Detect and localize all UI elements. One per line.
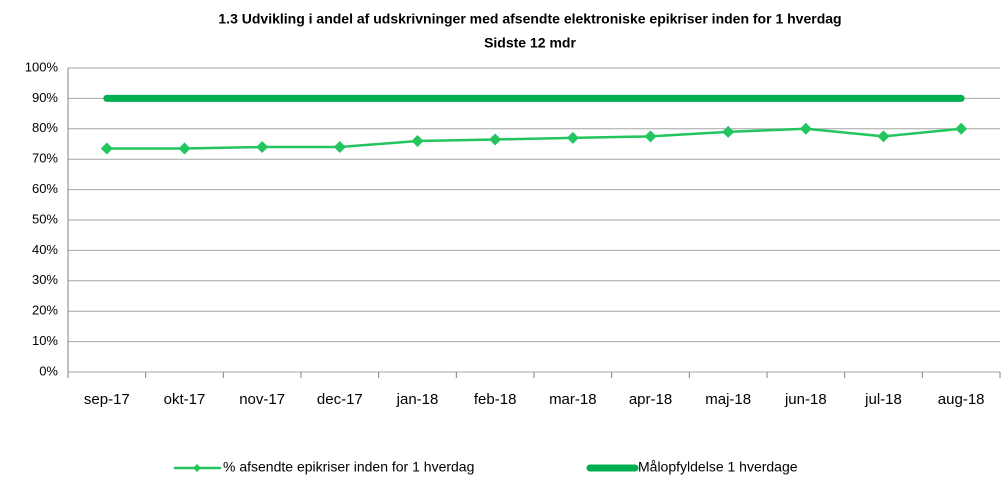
y-tick-label: 0% <box>39 363 58 378</box>
y-tick-label: 70% <box>32 151 58 166</box>
x-tick-label: nov-17 <box>239 391 285 408</box>
marker <box>100 142 113 155</box>
x-tick-label: feb-18 <box>474 391 517 408</box>
marker <box>799 122 812 135</box>
marker <box>566 131 579 144</box>
x-tick-label: maj-18 <box>705 391 751 408</box>
y-tick-label: 20% <box>32 303 58 318</box>
marker <box>178 142 191 155</box>
marker <box>489 133 502 146</box>
y-tick-label: 50% <box>32 211 58 226</box>
y-tick-label: 10% <box>32 333 58 348</box>
chart-title: 1.3 Udvikling i andel af udskrivninger m… <box>218 11 841 27</box>
legend-label: Målopfyldelse 1 hverdage <box>638 459 798 475</box>
y-tick-label: 100% <box>25 59 59 74</box>
y-tick-label: 60% <box>32 181 58 196</box>
marker <box>411 134 424 147</box>
x-tick-label: apr-18 <box>629 391 672 408</box>
y-tick-label: 90% <box>32 90 58 105</box>
marker <box>644 130 657 143</box>
legend-marker <box>193 464 201 472</box>
x-tick-label: jul-18 <box>864 391 902 408</box>
y-tick-label: 80% <box>32 120 58 135</box>
chart-subtitle: Sidste 12 mdr <box>484 35 576 51</box>
x-tick-label: jun-18 <box>784 391 827 408</box>
marker <box>955 122 968 135</box>
x-tick-label: dec-17 <box>317 391 363 408</box>
legend-label: % afsendte epikriser inden for 1 hverdag <box>223 459 474 475</box>
marker <box>333 141 346 154</box>
x-tick-label: sep-17 <box>84 391 130 408</box>
marker <box>722 125 735 138</box>
series-line <box>105 127 963 150</box>
marker <box>256 141 269 154</box>
y-tick-label: 40% <box>32 242 58 257</box>
y-tick-label: 30% <box>32 272 58 287</box>
x-tick-label: jan-18 <box>396 391 439 408</box>
x-tick-label: mar-18 <box>549 391 597 408</box>
marker <box>877 130 890 143</box>
x-tick-label: aug-18 <box>938 391 985 408</box>
x-tick-label: okt-17 <box>164 391 206 408</box>
